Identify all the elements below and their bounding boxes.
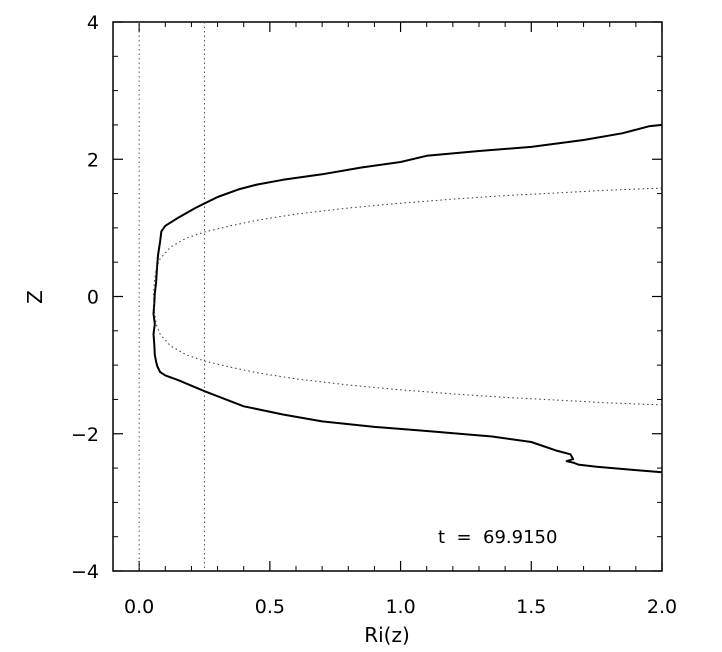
data-series: [152, 123, 663, 474]
x-tick-label: 2.0: [647, 596, 677, 618]
y-tick-label: 0: [87, 287, 99, 309]
plot-frame: [112, 21, 663, 572]
axis-ticks: [112, 21, 663, 572]
solid-curve: [152, 123, 663, 474]
y-tick-label: −4: [71, 561, 99, 583]
y-axis-title: Z: [23, 290, 47, 304]
reference-lines: [138, 22, 205, 571]
x-tick-label: 1.5: [516, 596, 546, 618]
time-annotation: t = 69.9150: [438, 527, 557, 548]
x-tick-label: 0.5: [255, 596, 285, 618]
x-axis-title: Ri(z): [364, 623, 410, 647]
tick-labels: 0.0 0.5 1.0 1.5 2.0 −4 −2 0 2 4: [71, 12, 677, 618]
x-tick-label: 0.0: [124, 596, 154, 618]
y-tick-label: 2: [87, 149, 99, 171]
y-tick-label: 4: [87, 12, 99, 34]
y-tick-label: −2: [71, 424, 99, 446]
x-tick-label: 1.0: [385, 596, 415, 618]
dotted-curve: [153, 187, 663, 406]
